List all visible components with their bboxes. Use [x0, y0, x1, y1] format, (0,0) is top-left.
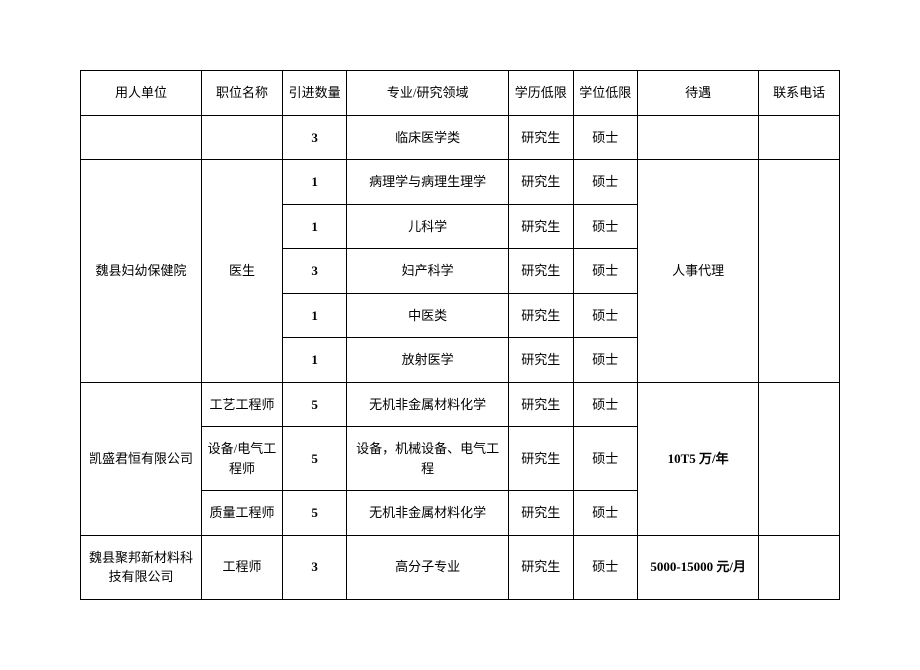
- cell-field: 儿科学: [347, 204, 508, 249]
- cell-phone: [759, 535, 840, 599]
- cell-degree: 硕士: [573, 427, 638, 491]
- recruitment-table: 用人单位 职位名称 引进数量 专业/研究领域 学历低限 学位低限 待遇 联系电话…: [80, 70, 840, 600]
- cell-field: 高分子专业: [347, 535, 508, 599]
- cell-edu: 研究生: [508, 427, 573, 491]
- cell-edu: 研究生: [508, 382, 573, 427]
- cell-degree: 硕士: [573, 338, 638, 383]
- cell-position: 设备/电气工程师: [202, 427, 283, 491]
- header-treatment: 待遇: [638, 71, 759, 116]
- cell-field: 放射医学: [347, 338, 508, 383]
- cell-phone: [759, 115, 840, 160]
- cell-edu: 研究生: [508, 293, 573, 338]
- header-position: 职位名称: [202, 71, 283, 116]
- table-row: 凯盛君恒有限公司 工艺工程师 5 无机非金属材料化学 研究生 硕士 10T5 万…: [81, 382, 840, 427]
- cell-field: 设备，机械设备、电气工程: [347, 427, 508, 491]
- cell-position: [202, 115, 283, 160]
- cell-treatment: [638, 115, 759, 160]
- cell-edu: 研究生: [508, 535, 573, 599]
- cell-count: 3: [282, 249, 347, 294]
- cell-count: 5: [282, 427, 347, 491]
- cell-phone: [759, 160, 840, 383]
- cell-count: 5: [282, 491, 347, 536]
- header-degree: 学位低限: [573, 71, 638, 116]
- cell-field: 无机非金属材料化学: [347, 382, 508, 427]
- cell-position: 质量工程师: [202, 491, 283, 536]
- cell-edu: 研究生: [508, 204, 573, 249]
- cell-edu: 研究生: [508, 115, 573, 160]
- cell-position: 医生: [202, 160, 283, 383]
- cell-count: 1: [282, 293, 347, 338]
- cell-treatment: 5000-15000 元/月: [638, 535, 759, 599]
- cell-edu: 研究生: [508, 338, 573, 383]
- cell-degree: 硕士: [573, 204, 638, 249]
- header-phone: 联系电话: [759, 71, 840, 116]
- table-row: 3 临床医学类 研究生 硕士: [81, 115, 840, 160]
- cell-count: 1: [282, 204, 347, 249]
- cell-edu: 研究生: [508, 249, 573, 294]
- cell-degree: 硕士: [573, 491, 638, 536]
- cell-degree: 硕士: [573, 249, 638, 294]
- cell-degree: 硕士: [573, 160, 638, 205]
- cell-field: 中医类: [347, 293, 508, 338]
- cell-degree: 硕士: [573, 535, 638, 599]
- cell-treatment: 10T5 万/年: [638, 382, 759, 535]
- cell-phone: [759, 382, 840, 535]
- cell-count: 1: [282, 338, 347, 383]
- cell-field: 临床医学类: [347, 115, 508, 160]
- header-count: 引进数量: [282, 71, 347, 116]
- table-row: 魏县聚邦新材料科技有限公司 工程师 3 高分子专业 研究生 硕士 5000-15…: [81, 535, 840, 599]
- header-employer: 用人单位: [81, 71, 202, 116]
- cell-field: 病理学与病理生理学: [347, 160, 508, 205]
- cell-employer: 魏县妇幼保健院: [81, 160, 202, 383]
- table-row: 魏县妇幼保健院 医生 1 病理学与病理生理学 研究生 硕士 人事代理: [81, 160, 840, 205]
- cell-field: 妇产科学: [347, 249, 508, 294]
- cell-count: 3: [282, 115, 347, 160]
- cell-count: 1: [282, 160, 347, 205]
- cell-count: 3: [282, 535, 347, 599]
- cell-field: 无机非金属材料化学: [347, 491, 508, 536]
- cell-degree: 硕士: [573, 382, 638, 427]
- cell-employer: 凯盛君恒有限公司: [81, 382, 202, 535]
- cell-degree: 硕士: [573, 115, 638, 160]
- cell-position: 工艺工程师: [202, 382, 283, 427]
- cell-employer: [81, 115, 202, 160]
- cell-treatment: 人事代理: [638, 160, 759, 383]
- cell-degree: 硕士: [573, 293, 638, 338]
- cell-edu: 研究生: [508, 491, 573, 536]
- cell-edu: 研究生: [508, 160, 573, 205]
- header-education: 学历低限: [508, 71, 573, 116]
- cell-position: 工程师: [202, 535, 283, 599]
- cell-count: 5: [282, 382, 347, 427]
- table-header-row: 用人单位 职位名称 引进数量 专业/研究领域 学历低限 学位低限 待遇 联系电话: [81, 71, 840, 116]
- header-field: 专业/研究领域: [347, 71, 508, 116]
- cell-employer: 魏县聚邦新材料科技有限公司: [81, 535, 202, 599]
